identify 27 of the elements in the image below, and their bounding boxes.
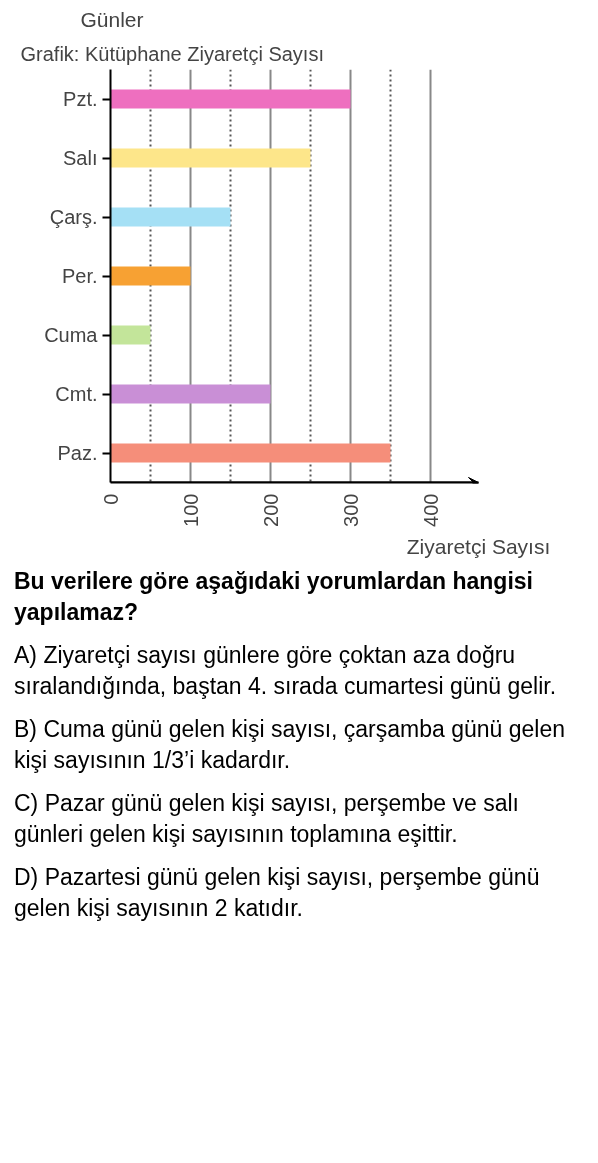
text: B) Cuma günü gelen kişi sayısı, çarşamba günü gelen kişi sayısının 1/3’i kadardır. [14,715,567,776]
text: D) Pazartesi günü gelen kişi sayısı, perşembe günü gelen kişi sayısının 2 katıdır. [14,863,541,924]
x-tick-label: 400 [419,493,442,527]
bar [110,89,351,109]
y-tick-label: Pzt. [63,88,98,110]
y-tick-label: Paz. [57,442,98,464]
bar [110,266,191,286]
bar [110,443,391,463]
bar [110,325,151,345]
text: A) Ziyaretçi sayısı günlere göre çoktan aza doğru sıralandığında, baştan 4. sırada cumartesi günü gelir. [14,641,558,702]
bar [110,384,271,404]
x-tick-label: 300 [339,493,362,527]
y-tick-label: Çarş. [49,206,98,228]
y-tick-label: Cmt. [55,383,98,405]
bar [110,207,231,227]
x-tick-label: 0 [99,493,122,505]
chart-title: Grafik: Kütüphane Ziyaretçi Sayısı [20,42,324,65]
text: C) Pazar günü gelen kişi sayısı, perşembe ve salı günleri gelen kişi sayısının toplamına eşittir. [14,789,520,850]
bar [110,148,311,168]
y-tick-label: Salı [63,147,98,169]
x-axis-title: Ziyaretçi Sayısı [406,534,551,558]
x-tick-label: 200 [259,493,282,527]
y-axis-title: Günler [80,7,144,31]
x-tick-label: 100 [179,493,202,527]
y-tick-label: Per. [61,265,98,287]
y-tick-label: Cuma [44,324,99,346]
text: Bu verilere göre aşağıdaki yorumlardan hangisi yapılamaz? [14,567,534,628]
